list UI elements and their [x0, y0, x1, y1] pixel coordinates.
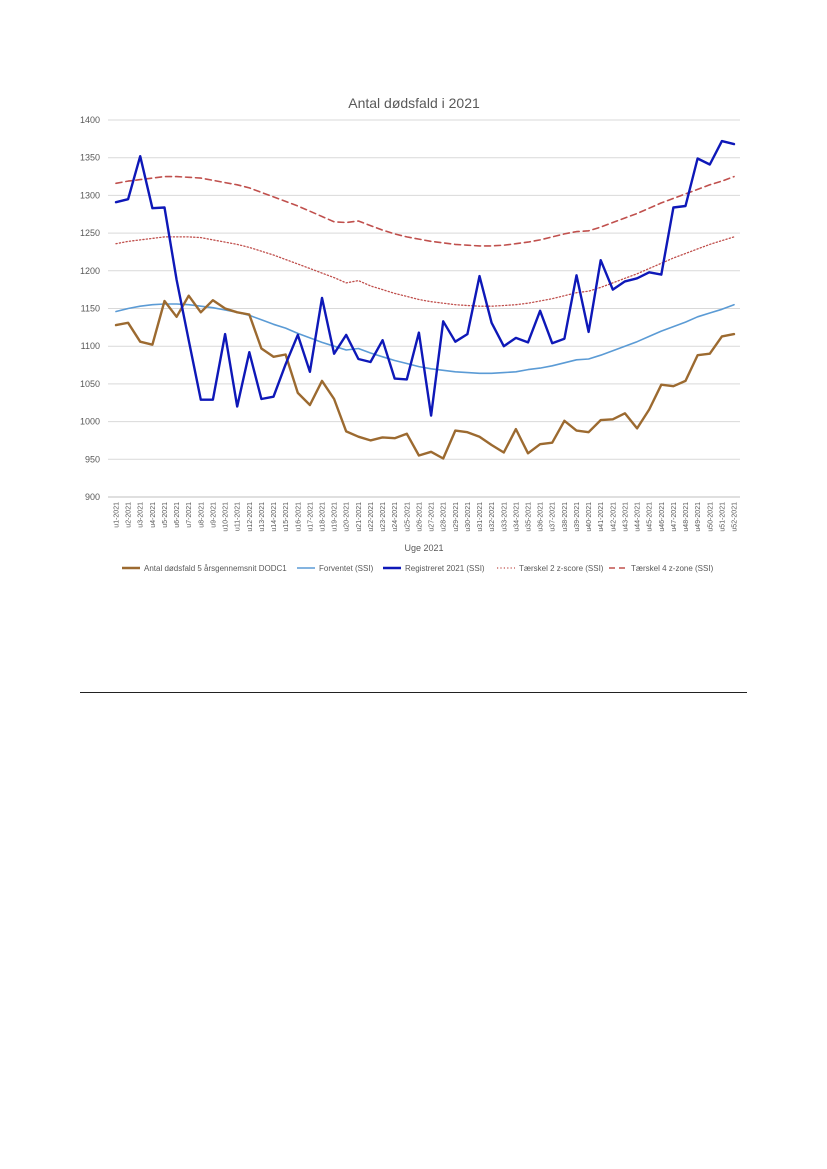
x-tick-label: u28-2021 — [441, 502, 448, 532]
y-tick-label: 1100 — [81, 341, 100, 351]
chart-container: 900 950 1000 1050 1100 1150 1200 1250 1300 1350 14… — [80, 95, 740, 573]
x-tick-label: u42-2021 — [610, 502, 617, 532]
x-tick-label: u6-2021 — [174, 502, 181, 528]
x-tick-label: u1-2021 — [114, 502, 121, 528]
x-tick-label: u32-2021 — [489, 502, 496, 532]
page-divider — [80, 692, 747, 693]
legend-label-4: Tærskel 4 z-zone (SSI) — [631, 564, 714, 573]
x-tick-label: u41-2021 — [598, 502, 605, 532]
series-lines — [114, 139, 736, 460]
x-tick-label: u49-2021 — [695, 502, 702, 532]
series-line-4 — [115, 175, 735, 247]
x-tick-label: u44-2021 — [635, 502, 642, 532]
series-line-3 — [115, 236, 735, 307]
x-tick-label: u47-2021 — [671, 502, 678, 532]
x-tick-label: u51-2021 — [719, 502, 726, 532]
y-tick-label: 1350 — [80, 153, 100, 163]
x-tick-label: u21-2021 — [356, 502, 363, 532]
y-tick-label: 1200 — [80, 266, 100, 276]
line-chart: 900 950 1000 1050 1100 1150 1200 1250 1300 1350 14… — [80, 95, 740, 573]
y-tick-label: 900 — [85, 492, 100, 502]
gridlines — [108, 119, 740, 498]
x-tick-label: u29-2021 — [453, 502, 460, 532]
x-tick-label: u45-2021 — [647, 502, 654, 532]
x-tick-label: u13-2021 — [259, 502, 266, 532]
x-tick-label: u27-2021 — [429, 502, 436, 532]
y-tick-label: 1300 — [80, 190, 100, 200]
x-tick-label: u14-2021 — [271, 502, 278, 532]
x-tick-label: u30-2021 — [465, 502, 472, 532]
x-tick-label: u50-2021 — [707, 502, 714, 532]
x-tick-label: u40-2021 — [586, 502, 593, 532]
x-tick-label: u38-2021 — [562, 502, 569, 532]
y-tick-label: 1250 — [80, 228, 100, 238]
x-tick-label: u18-2021 — [320, 502, 327, 532]
x-tick-label: u35-2021 — [526, 502, 533, 532]
x-tick-label: u8-2021 — [198, 502, 205, 528]
x-tick-label: u12-2021 — [247, 502, 254, 532]
series-line-2 — [114, 139, 736, 417]
x-tick-label: u10-2021 — [223, 502, 230, 532]
x-tick-label: u34-2021 — [513, 502, 520, 532]
legend-label-0: Antal dødsfald 5 årsgennemsnit DODC1 — [144, 564, 287, 573]
x-tick-label: u4-2021 — [150, 502, 157, 528]
x-tick-label: u33-2021 — [501, 502, 508, 532]
x-tick-label: u26-2021 — [416, 502, 423, 532]
x-tick-label: u5-2021 — [162, 502, 169, 528]
x-tick-label: u46-2021 — [659, 502, 666, 532]
legend-label-3: Tærskel 2 z-score (SSI) — [519, 564, 604, 573]
y-tick-label: 950 — [85, 454, 100, 464]
legend-label-1: Forventet (SSI) — [319, 564, 374, 573]
x-tick-label: u22-2021 — [368, 502, 375, 532]
y-axis: 900 950 1000 1050 1100 1150 1200 1250 1300 1350 14… — [80, 115, 100, 502]
x-tick-label: u11-2021 — [235, 502, 242, 531]
x-tick-label: u52-2021 — [732, 502, 739, 532]
x-tick-label: u19-2021 — [332, 502, 339, 532]
x-tick-label: u2-2021 — [126, 502, 133, 528]
x-tick-label: u20-2021 — [344, 502, 351, 532]
x-axis-title: Uge 2021 — [404, 543, 443, 553]
x-tick-label: u36-2021 — [538, 502, 545, 532]
y-tick-label: 1400 — [80, 115, 100, 125]
x-tick-label: u37-2021 — [550, 502, 557, 532]
x-tick-label: u24-2021 — [392, 502, 399, 532]
chart-title: Antal dødsfald i 2021 — [348, 95, 480, 111]
x-tick-label: u17-2021 — [307, 502, 314, 532]
x-tick-label: u25-2021 — [404, 502, 411, 532]
x-tick-label: u7-2021 — [186, 502, 193, 528]
series-line-1 — [115, 303, 735, 375]
x-tick-label: u31-2021 — [477, 502, 484, 532]
series-line-0 — [114, 294, 736, 460]
x-tick-label: u48-2021 — [683, 502, 690, 532]
x-tick-label: u3-2021 — [138, 502, 145, 528]
x-axis: u1-2021 u2-2021 u3-2021 u4-2021 u5-2021 u6-20… — [114, 502, 739, 532]
x-tick-label: u9-2021 — [210, 502, 217, 528]
y-tick-label: 1050 — [80, 379, 100, 389]
x-tick-label: u43-2021 — [622, 502, 629, 532]
y-tick-label: 1150 — [81, 304, 100, 314]
legend: Antal dødsfald 5 årsgennemsnit DODC1 Forv… — [122, 564, 714, 573]
x-tick-label: u39-2021 — [574, 502, 581, 532]
x-tick-label: u23-2021 — [380, 502, 387, 532]
legend-label-2: Registreret 2021 (SSI) — [405, 564, 485, 573]
y-tick-label: 1000 — [80, 417, 100, 427]
x-tick-label: u15-2021 — [283, 502, 290, 532]
x-tick-label: u16-2021 — [295, 502, 302, 532]
